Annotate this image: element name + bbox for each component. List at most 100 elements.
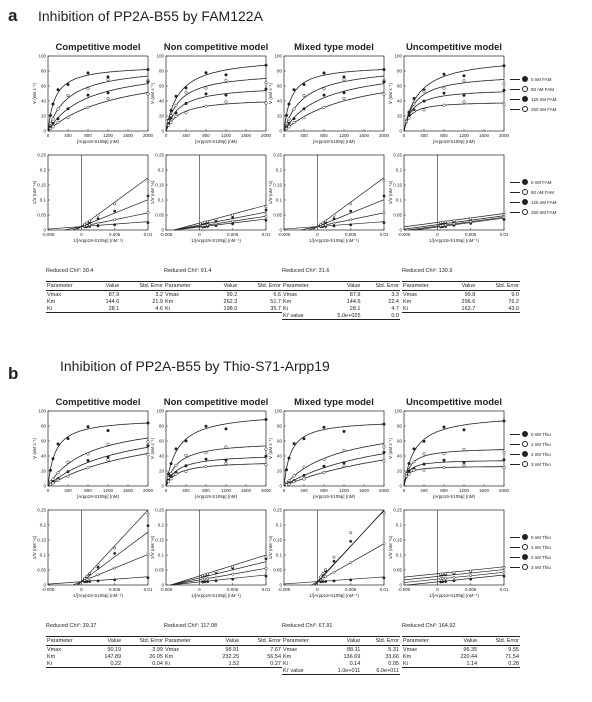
table-cell: Parameter [46,281,94,291]
parameter-table: Parameter Value Std. Error Vmax 87.9 3.3 Km 144… [282,281,400,320]
table-row: Parameter Value Std. Error [164,636,282,646]
lb-data-point [113,209,117,213]
table-cell: Parameter [402,636,448,646]
mm-plot: 0 400 800 1200 1600 2000 0 20 40 60 80 100 [Arpp19-S… [388,54,510,145]
legend-marker [522,544,528,550]
table-row: Vmax 87.9 3.3 [282,291,400,299]
data-point [287,117,291,121]
data-point [66,82,70,87]
table-row: Ki 28.1 4.6 [46,305,164,313]
lb-data-point [264,208,268,212]
data-point [174,103,178,107]
legend-entry: 50 nM FAM [510,84,557,94]
y-axis-label: V (nM s⁻¹) [150,83,155,104]
y-tick-label: 100 [274,54,282,59]
lb-data-point [452,579,456,583]
table-cell: Value [209,636,241,646]
data-point [224,100,228,104]
table-row: Km 144.6 22.4 [282,298,400,305]
y-tick-label: 0 [161,129,164,134]
y-tick-label: 100 [274,409,282,414]
lb-data-point [469,574,473,578]
lb-data-point [382,221,386,225]
fit-curve [283,423,385,487]
x-tick-label: 800 [202,488,210,493]
data-point [322,71,326,75]
parameter-table: Parameter Value Std. Error Vmax 87.9 3.2 Km 144… [46,281,164,313]
data-point [342,96,346,101]
data-point [86,458,90,463]
lb-data-point [201,580,205,584]
lb-data-point [264,214,268,218]
fit-curve [47,446,149,487]
data-point [264,101,268,105]
fit-curve [165,64,267,132]
data-point [174,463,178,467]
lb-fit-line [173,215,267,231]
legend-label: 0 nM Thio [531,534,551,540]
table-row: Ki 1.14 0.28 [402,660,520,668]
data-point [302,82,306,87]
data-point [382,80,386,84]
lb-data-point [349,578,353,582]
table-cell: 1.52 [209,660,241,668]
table-cell: 3.3 [391,291,399,298]
table-cell: 144.6 [105,298,120,305]
data-point [86,87,90,91]
x-axis-label: [Arpp19-S109p] (nM) [77,139,120,144]
data-point [184,439,188,443]
table-row: Ki 1.52 0.27 [164,660,282,668]
y-tick-label: 80 [159,69,165,74]
lb-data-point [113,566,117,570]
legend-line [510,201,520,203]
x-tick-label: 0 [316,587,319,592]
x-axis-label: [Arpp19-S109p] (nM) [433,139,476,144]
data-point [56,121,60,125]
x-tick-label: 0 [165,488,168,493]
lb-data-point [382,542,386,546]
fit-curve [165,419,267,487]
model-title: Non competitive model [163,397,269,408]
x-tick-label: 0 [47,488,50,493]
data-point [66,107,70,111]
data-point [382,445,386,449]
x-tick-label: -0.005 [42,232,55,237]
table-cell: 43.0 [476,305,520,313]
data-point [184,101,188,106]
table-cell: Km [403,298,412,305]
table-cell: 3.2 [155,291,163,298]
lb-data-point [382,179,386,183]
fit-curve [165,445,267,487]
table-row: Parameter Value Std. Error [282,636,400,646]
y-tick-label: 0.2 [396,523,403,528]
lb-data-point [231,565,235,569]
legend-line [510,433,520,435]
y-tick-label: 40 [159,99,165,104]
y-tick-label: 20 [277,114,283,119]
lb-data-point [85,221,89,225]
lb-data-point [349,531,353,535]
legend-label: 2 nM Thio [531,554,551,560]
data-point [48,127,53,131]
fit-curve [47,75,149,132]
fit-curve [283,69,385,132]
legend-label: 125 nM FAM [531,199,557,205]
table-cell: 99.2 [226,291,238,298]
table-cell: Value [323,636,362,646]
lb-fit-line [170,561,267,586]
parameter-table: Parameter Value Std. Error Vmax 90.19 3.99 Km 1… [46,636,164,668]
lb-data-point [113,218,117,222]
table-cell: Ki [283,305,288,312]
lb-fit-line [300,212,385,231]
reduced-chi-square: Reduced Chi²: 31.6 [282,268,330,274]
table-cell: 87.9 [349,291,361,298]
y-axis-label: 1/V (nM⁻¹s) [150,180,155,204]
x-tick-label: 0 [403,133,406,138]
y-tick-label: 20 [159,114,165,119]
data-point [422,468,426,472]
data-point [66,460,70,464]
legend-label: 0 nM Thio [531,431,551,437]
data-point [169,120,173,124]
lb-data-point [146,221,150,225]
y-tick-label: 0.25 [37,508,46,513]
